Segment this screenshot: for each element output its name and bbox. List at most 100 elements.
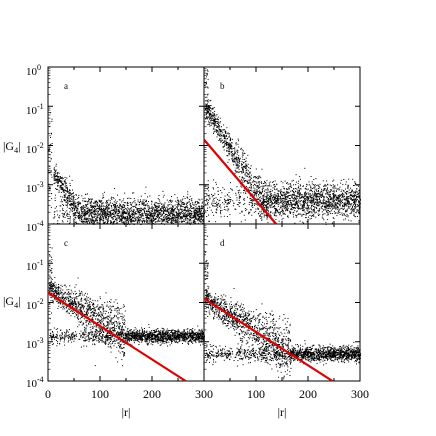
scatter-point — [108, 216, 110, 218]
scatter-point — [168, 216, 170, 218]
scatter-point — [125, 208, 127, 210]
scatter-point — [105, 218, 107, 220]
scatter-point — [175, 216, 177, 218]
scatter-point — [218, 133, 220, 135]
scatter-point — [60, 176, 61, 178]
scatter-point — [230, 147, 232, 149]
scatter-point — [93, 206, 95, 208]
scatter-point — [325, 184, 327, 186]
scatter-point — [215, 221, 217, 223]
scatter-point — [328, 201, 329, 203]
scatter-point — [91, 210, 93, 212]
scatter-point — [174, 200, 176, 202]
scatter-point — [223, 198, 225, 200]
scatter-point — [221, 135, 223, 136]
scatter-point — [50, 174, 52, 176]
scatter-point — [272, 212, 274, 214]
scatter-point — [311, 200, 313, 202]
scatter-point — [338, 188, 340, 190]
scatter-point — [104, 215, 106, 217]
scatter-point — [100, 219, 102, 221]
scatter-point — [90, 198, 92, 200]
scatter-point — [121, 218, 123, 219]
scatter-point — [71, 196, 73, 198]
scatter-point — [255, 181, 257, 183]
scatter-point — [54, 216, 56, 218]
scatter-point — [94, 210, 96, 212]
scatter-point — [339, 194, 341, 196]
scatter-point — [218, 119, 219, 121]
scatter-point — [136, 208, 138, 210]
scatter-point — [154, 206, 156, 208]
scatter-point — [267, 187, 269, 189]
scatter-point — [119, 217, 121, 219]
scatter-point — [328, 195, 330, 197]
scatter-point — [155, 212, 157, 214]
scatter-point — [300, 185, 301, 187]
scatter-point — [352, 194, 354, 196]
scatter-point — [177, 207, 178, 209]
scatter-point — [105, 212, 107, 214]
scatter-point — [292, 212, 294, 214]
scatter-point — [338, 195, 340, 197]
scatter-point — [355, 183, 357, 185]
scatter-point — [186, 205, 188, 207]
scatter-point — [60, 196, 62, 198]
scatter-point — [336, 199, 338, 201]
scatter-point — [280, 200, 282, 202]
scatter-point — [324, 206, 326, 208]
scatter-point — [327, 203, 329, 205]
scatter-point — [330, 210, 332, 212]
scatter-point — [61, 182, 63, 184]
scatter-point — [270, 201, 271, 203]
scatter-point — [113, 216, 115, 218]
scatter-point — [132, 192, 133, 194]
scatter-point — [332, 199, 334, 201]
scatter-point — [98, 209, 100, 211]
scatter-point — [319, 198, 320, 199]
scatter-point — [207, 185, 209, 187]
scatter-point — [189, 222, 191, 224]
scatter-point — [228, 147, 229, 149]
scatter-point — [187, 221, 189, 223]
scatter-point — [127, 202, 129, 204]
scatter-point — [144, 210, 145, 212]
scatter-point — [85, 217, 87, 219]
scatter-point — [286, 188, 288, 190]
scatter-point — [130, 204, 132, 206]
scatter-point — [112, 213, 114, 215]
scatter-point — [73, 199, 75, 201]
scatter-point — [188, 219, 190, 221]
scatter-point — [156, 209, 158, 211]
scatter-point — [327, 198, 329, 200]
scatter-point — [270, 211, 272, 213]
scatter-point — [354, 198, 356, 200]
scatter-point — [239, 202, 241, 204]
scatter-point — [120, 208, 122, 210]
scatter-point — [238, 194, 240, 196]
scatter-point — [149, 216, 151, 218]
scatter-point — [281, 219, 283, 221]
scatter-point — [225, 132, 227, 134]
scatter-point — [179, 204, 181, 206]
scatter-point — [307, 188, 309, 190]
scatter-point — [114, 204, 116, 205]
scatter-point — [283, 200, 285, 202]
scatter-point — [203, 215, 205, 217]
scatter-point — [274, 194, 276, 196]
scatter-point — [234, 150, 236, 152]
scatter-point — [356, 184, 358, 186]
scatter-point — [206, 115, 208, 117]
scatter-point — [237, 164, 239, 166]
scatter-point — [359, 203, 361, 205]
scatter-point — [138, 216, 140, 218]
scatter-point — [149, 221, 151, 223]
scatter-point — [284, 202, 286, 204]
scatter-point — [216, 203, 218, 205]
scatter-point — [122, 211, 124, 213]
scatter-point — [108, 205, 109, 207]
scatter-point — [294, 195, 296, 197]
scatter-point — [95, 201, 97, 203]
scatter-point — [248, 212, 250, 214]
scatter-point — [314, 186, 316, 188]
